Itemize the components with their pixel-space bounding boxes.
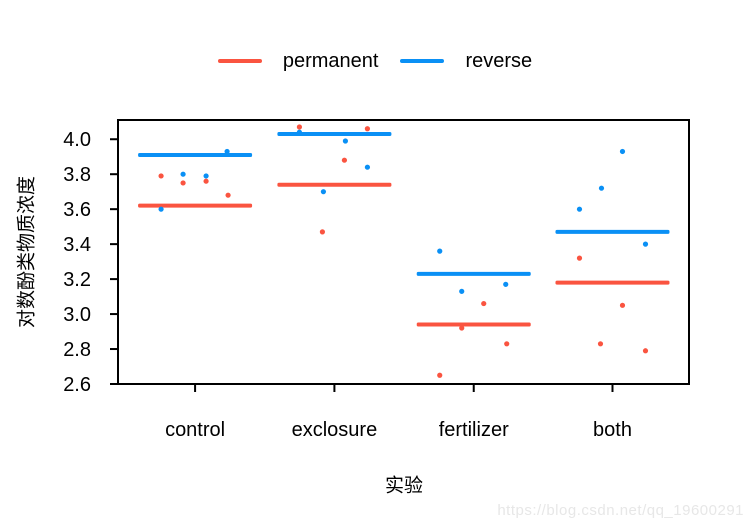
x-axis-tick-label: both — [593, 419, 632, 441]
mean-line-reverse — [138, 152, 253, 157]
data-point-permanent — [180, 180, 186, 186]
data-point-permanent — [296, 124, 303, 130]
y-axis-tick-label: 2.6 — [63, 374, 91, 396]
data-point-reverse — [576, 206, 583, 212]
data-point-reverse — [342, 138, 349, 144]
mean-line-permanent — [277, 182, 392, 187]
data-point-permanent — [642, 348, 649, 354]
data-point-permanent — [203, 178, 209, 184]
data-point-reverse — [437, 248, 443, 254]
data-point-permanent — [481, 300, 487, 307]
data-point-permanent — [319, 229, 326, 235]
mean-line-reverse — [555, 229, 670, 234]
y-axis-tick-label: 3.2 — [63, 269, 91, 291]
mean-line-permanent — [138, 203, 253, 208]
data-point-permanent — [364, 126, 371, 132]
data-point-reverse — [459, 288, 465, 294]
legend: permanent reverse — [0, 47, 750, 75]
legend-label-reverse: reverse — [465, 50, 533, 72]
permanent-line-swatch — [217, 59, 262, 63]
data-point-reverse — [296, 129, 303, 135]
y-axis-tick-label: 3.4 — [63, 234, 91, 256]
plot-border — [117, 119, 690, 385]
data-point-reverse — [180, 171, 186, 177]
data-point-permanent — [597, 341, 604, 347]
data-point-reverse — [364, 164, 371, 170]
data-point-reverse — [158, 206, 164, 212]
y-axis-tick-label: 3.0 — [63, 304, 91, 326]
data-point-permanent — [225, 192, 231, 198]
mean-line-permanent — [555, 280, 670, 285]
mean-line-reverse — [416, 271, 531, 276]
data-point-reverse — [642, 241, 649, 247]
legend-item-reverse: reverse — [400, 51, 532, 71]
x-axis-tick-label: exclosure — [292, 419, 378, 441]
mean-line-permanent — [416, 322, 531, 327]
data-point-permanent — [158, 173, 164, 179]
mean-line-reverse — [277, 131, 392, 136]
y-axis-tick-label: 2.8 — [63, 339, 91, 361]
y-axis-tick-label: 3.6 — [63, 199, 91, 221]
legend-item-permanent: permanent — [217, 50, 379, 72]
data-point-permanent — [619, 302, 626, 308]
data-point-reverse — [320, 189, 327, 195]
x-axis-tick-label: fertilizer — [439, 419, 509, 441]
y-axis-tick-label: 4.0 — [63, 129, 91, 151]
data-point-permanent — [437, 372, 443, 378]
data-point-reverse — [619, 148, 626, 155]
data-point-permanent — [504, 341, 510, 347]
x-axis-tick-label: control — [165, 419, 225, 441]
data-point-reverse — [503, 281, 509, 287]
data-point-reverse — [203, 173, 209, 179]
watermark-text: https://blog.csdn.net/qq_19600291 — [497, 502, 744, 519]
legend-label-permanent: permanent — [282, 50, 379, 72]
data-point-reverse — [224, 148, 230, 155]
y-axis-tick-label: 3.8 — [63, 164, 91, 186]
x-axis-title: 实验 — [384, 475, 424, 497]
data-point-permanent — [576, 255, 583, 261]
data-point-permanent — [341, 157, 348, 163]
data-point-permanent — [459, 325, 465, 331]
data-point-reverse — [598, 185, 605, 191]
reverse-line-swatch — [400, 59, 445, 63]
y-axis-title: 对数酚类物质浓度 — [16, 175, 38, 329]
